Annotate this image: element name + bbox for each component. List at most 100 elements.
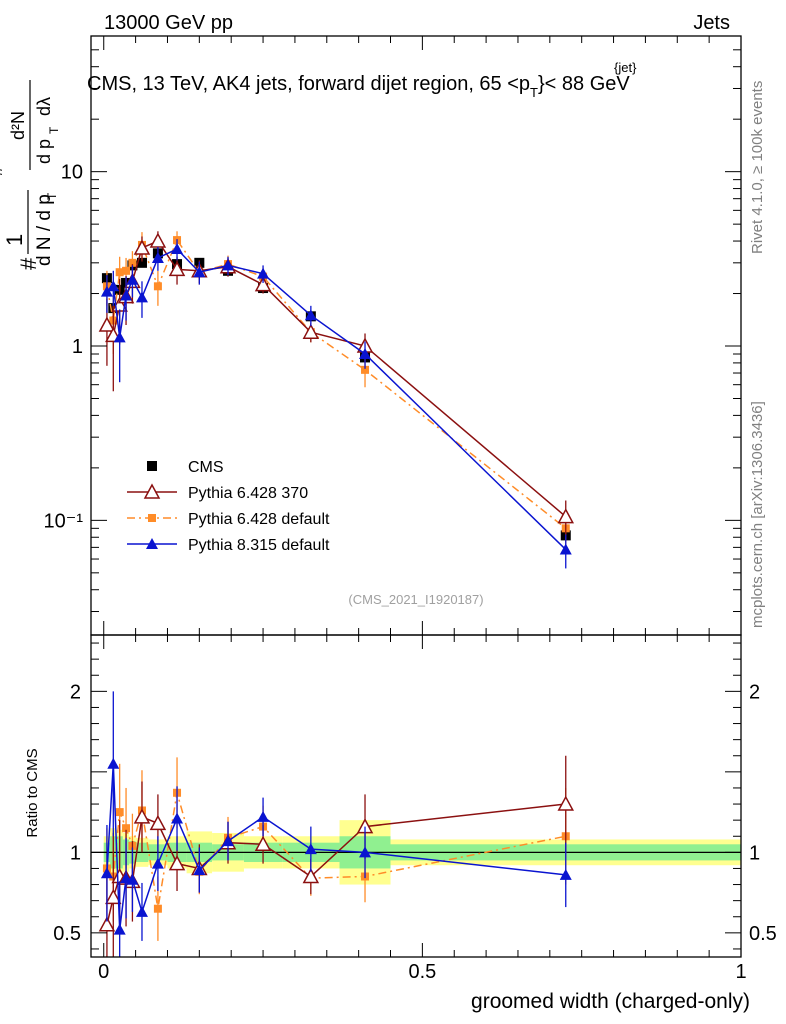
marker-triangle-open [98, 916, 116, 932]
ratio-series-pythia-8-315-default [100, 691, 572, 957]
marker-triangle-open [105, 888, 122, 905]
main-y-label: # 1 d N / d p T # d²N d p T dλ [0, 80, 61, 270]
series-line [106, 248, 567, 551]
legend-item: Pythia 6.428 370 [127, 483, 308, 502]
marker-triangle [126, 873, 139, 885]
ylabel-dlambda: dλ [34, 97, 54, 116]
marker-triangle [559, 868, 572, 880]
marker-square-small [153, 904, 162, 913]
ylabel-dN: d N / d p [34, 194, 55, 266]
y-tick-label-ratio-right: 1 [749, 842, 760, 864]
marker-triangle [120, 289, 133, 301]
ylabel-hash: # [16, 257, 41, 270]
marker-triangle [100, 285, 113, 297]
marker-square-small [153, 282, 162, 291]
legend-label: Pythia 8.315 default [188, 537, 330, 554]
ylabel-dN-sub: T [45, 192, 59, 200]
plot-title-end: }< 88 GeV [538, 73, 630, 95]
marker-triangle [222, 259, 235, 271]
marker-triangle [193, 266, 206, 278]
marker-square-small [128, 258, 137, 267]
marker-triangle [113, 923, 126, 935]
marker-triangle [304, 843, 317, 855]
plot-title: CMS, 13 TeV, AK4 jets, forward dijet reg… [87, 73, 630, 100]
marker-triangle [100, 867, 113, 879]
series-pythia-6-428-default [102, 231, 570, 548]
side-label-rivet: Rivet 4.1.0, ≥ 100k events [749, 81, 766, 254]
legend-item: CMS [147, 459, 224, 476]
ylabel-dpt-sub: T [47, 126, 61, 134]
marker-triangle [135, 291, 148, 303]
x-axis-label: groomed width (charged-only) [471, 990, 750, 1013]
y-tick-label-ratio: 1 [70, 842, 81, 864]
y-tick-label-ratio-right: 2 [749, 681, 760, 703]
y-tick-label-main: 1 [72, 336, 83, 358]
legend-item: Pythia 8.315 default [127, 537, 330, 554]
main-data-group [98, 231, 575, 569]
legend: CMS Pythia 6.428 370 Pythia 6.428 default P… [127, 459, 330, 554]
legend-label: Pythia 6.428 370 [188, 485, 308, 502]
marker-triangle [257, 267, 270, 279]
marker-triangle-open [133, 239, 151, 255]
marker-triangle-open [557, 508, 575, 524]
x-tick-label: 0 [98, 961, 109, 983]
series-cms [101, 248, 571, 542]
marker-triangle-open [149, 232, 167, 248]
series-pythia-8-315-default [100, 239, 572, 569]
marker-triangle-open [168, 855, 186, 871]
marker-triangle-open [302, 867, 320, 884]
x-tick-label: 1 [735, 961, 746, 983]
marker-triangle [222, 835, 235, 847]
marker-triangle-open [149, 814, 167, 831]
legend-item: Pythia 6.428 default [127, 511, 330, 528]
marker-triangle [171, 243, 184, 255]
marker-triangle-open [143, 483, 161, 499]
marker-square-small [122, 824, 131, 833]
marker-triangle [126, 273, 139, 285]
legend-label: Pythia 6.428 default [188, 511, 330, 528]
header-left: 13000 GeV pp [104, 12, 233, 34]
marker-triangle-open [98, 316, 116, 332]
marker-triangle [257, 810, 270, 822]
marker-triangle [107, 757, 120, 769]
marker-triangle [559, 543, 572, 555]
marker-triangle [113, 331, 126, 343]
ratio-panel [90, 634, 742, 958]
marker-triangle-open [254, 835, 272, 852]
marker-triangle [146, 538, 158, 549]
marker-triangle [107, 280, 120, 292]
marker-triangle-open [557, 795, 575, 811]
plot-title-main: CMS, 13 TeV, AK4 jets, forward dijet reg… [87, 73, 530, 95]
marker-triangle [304, 309, 317, 321]
marker-triangle-open [168, 260, 186, 277]
ylabel-d2N: d²N [8, 111, 28, 140]
marker-triangle [171, 812, 184, 824]
marker-square-small [148, 514, 156, 522]
marker-square-small [122, 266, 131, 275]
ylabel-one: 1 [2, 234, 27, 246]
marker-triangle [135, 905, 148, 917]
ratio-line [106, 763, 566, 930]
marker-triangle [359, 347, 372, 359]
marker-square [147, 461, 157, 471]
y-tick-label-main: 10⁻¹ [44, 510, 84, 532]
analysis-id: (CMS_2021_I1920187) [348, 592, 483, 607]
plot-title-sup: {jet} [614, 60, 637, 75]
marker-square-small [115, 808, 124, 817]
main-panel [90, 35, 742, 636]
marker-square-small [361, 365, 370, 374]
marker-triangle [359, 846, 372, 858]
marker-triangle-open [133, 808, 151, 824]
plot-title-sub: T [530, 85, 538, 100]
ratio-data-group [98, 691, 575, 957]
marker-square [136, 257, 147, 268]
side-label-mcplots: mcplots.cern.ch [arXiv:1306.3436] [749, 401, 766, 628]
marker-square-small [115, 268, 124, 277]
y-tick-label-main: 10 [61, 162, 83, 184]
ratio-frame [90, 634, 742, 958]
x-tick-label: 0.5 [408, 961, 436, 983]
series-line [106, 240, 567, 518]
ratio-y-label: Ratio to CMS [24, 748, 41, 837]
